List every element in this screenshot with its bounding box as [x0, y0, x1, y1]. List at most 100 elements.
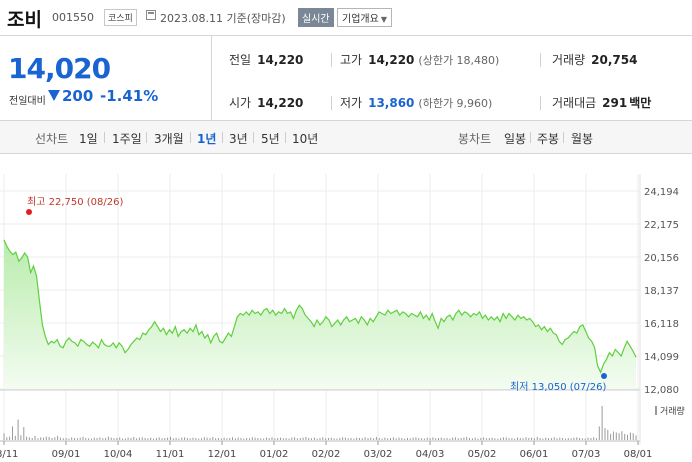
x-tick-label: 05/02 [468, 449, 497, 460]
divider [104, 132, 105, 143]
trade-value-unit: 백만 [629, 96, 652, 110]
quote-panel: 14,020 전일대비 200 -1.41% 전일 14,220 고가 14,220… [0, 36, 692, 121]
change-label: 전일대비 [9, 96, 46, 107]
low-marker [601, 373, 607, 379]
tab-10y[interactable]: 10년 [292, 132, 319, 146]
y-tick-label: 12,080 [644, 385, 679, 396]
market-badge: 코스피 [104, 9, 137, 26]
x-tick-label: 02/02 [312, 449, 341, 460]
divider [190, 132, 191, 143]
tab-3y[interactable]: 3년 [229, 132, 248, 146]
tab-5y[interactable]: 5년 [261, 132, 280, 146]
lower-limit: (하한가 9,960) [418, 97, 493, 110]
volume-label: 거래량 [552, 53, 586, 67]
x-tick-label: 12/01 [208, 449, 237, 460]
divider [331, 53, 332, 67]
y-tick-label: 18,137 [644, 286, 679, 297]
low-annotation: 최저 13,050 (07/26) [510, 381, 607, 393]
divider [563, 132, 564, 143]
current-price: 14,020 [8, 52, 111, 85]
low-value: 13,860 [368, 96, 415, 110]
tab-monthly-candle[interactable]: 월봉 [571, 132, 594, 146]
x-tick-label: 08/01 [624, 449, 653, 460]
tab-3m[interactable]: 3개월 [154, 132, 184, 146]
open-label: 시가 [229, 96, 252, 110]
calendar-icon [146, 10, 156, 20]
high-price: 고가 14,220 (상한가 18,480) [340, 51, 499, 68]
y-tick-label: 22,175 [644, 220, 679, 231]
low-annotation-date: (07/26) [570, 382, 607, 393]
open-price: 시가 14,220 [229, 94, 303, 111]
divider [222, 132, 223, 143]
company-info-label: 기업개요 [342, 14, 379, 25]
realtime-button[interactable]: 실시간 [298, 8, 334, 27]
y-tick-label: 14,099 [644, 352, 679, 363]
prev-close: 전일 14,220 [229, 51, 303, 68]
price-area [4, 239, 636, 389]
volume-bars [3, 406, 637, 440]
x-tick-label: 08/11 [0, 449, 18, 460]
high-annotation-date: (08/26) [87, 197, 124, 208]
x-tick-label: 10/04 [104, 449, 133, 460]
down-triangle-icon [48, 90, 60, 101]
volume: 거래량 20,754 [552, 51, 637, 68]
x-tick-label: 11/01 [156, 449, 185, 460]
chart-tabs: 선차트 1일 1주일 3개월 1년 3년 5년 10년 봉차트 일봉 주봉 월봉 [0, 121, 692, 154]
high-value: 14,220 [368, 53, 415, 67]
y-tick-label: 24,194 [644, 187, 679, 198]
divider [211, 36, 212, 120]
price-change: 200 [48, 87, 93, 105]
chart-grid [0, 174, 640, 444]
volume-legend-swatch [655, 406, 657, 415]
volume-legend: 거래량 [660, 405, 685, 417]
tab-1d[interactable]: 1일 [79, 132, 98, 146]
divider [540, 53, 541, 67]
high-marker [26, 209, 32, 215]
change-value: 200 [62, 87, 94, 105]
low-label: 저가 [340, 96, 363, 110]
base-date: 2023.08.11 기준(장마감) [160, 12, 286, 25]
low-annotation-label: 최저 [510, 381, 528, 393]
stock-header: 조비 001550 코스피 2023.08.11 기준(장마감) 실시간 기업개… [0, 0, 692, 36]
company-info-dropdown[interactable]: 기업개요 ▼ [337, 8, 392, 27]
high-annotation-label: 최고 [27, 196, 45, 208]
x-tick-label: 01/02 [260, 449, 289, 460]
low-price: 저가 13,860 (하한가 9,960) [340, 94, 492, 111]
x-tick-label: 07/03 [572, 449, 601, 460]
high-label: 고가 [340, 53, 363, 67]
candle-chart-label: 봉차트 [458, 132, 492, 146]
prev-close-label: 전일 [229, 53, 252, 67]
low-annotation-value: 13,050 [532, 382, 567, 393]
divider [331, 96, 332, 110]
x-tick-label: 06/01 [520, 449, 549, 460]
y-tick-label: 16,118 [644, 319, 679, 330]
divider [146, 132, 147, 143]
volume-value: 20,754 [591, 53, 638, 67]
price-chart: 24,194 22,175 20,156 18,137 16,118 14,099 12,0… [0, 174, 685, 460]
y-tick-label: 20,156 [644, 253, 679, 264]
trade-value-label: 거래대금 [552, 96, 597, 110]
tab-1y[interactable]: 1년 [197, 132, 217, 146]
tab-daily-candle[interactable]: 일봉 [504, 132, 527, 146]
high-annotation-value: 22,750 [49, 197, 84, 208]
x-axis: 08/11 09/01 10/04 11/01 12/01 01/02 02/02 03/02… [0, 441, 652, 460]
divider [253, 132, 254, 143]
y-axis: 24,194 22,175 20,156 18,137 16,118 14,099 12,0… [644, 187, 679, 396]
tab-weekly-candle[interactable]: 주봉 [537, 132, 560, 146]
x-tick-label: 03/02 [364, 449, 393, 460]
price-line [3, 239, 637, 374]
divider [530, 132, 531, 143]
stock-name: 조비 [7, 9, 42, 31]
x-tick-label: 04/03 [416, 449, 445, 460]
stock-code: 001550 [52, 11, 94, 24]
open-value: 14,220 [257, 96, 304, 110]
change-percent: -1.41% [100, 87, 159, 105]
tab-1w[interactable]: 1주일 [112, 132, 142, 146]
prev-close-value: 14,220 [257, 53, 304, 67]
trade-value-amount: 291 [602, 96, 628, 110]
trade-value: 거래대금 291 백만 [552, 94, 651, 111]
line-chart-label: 선차트 [35, 132, 69, 146]
divider [285, 132, 286, 143]
divider [540, 96, 541, 110]
high-annotation: 최고 22,750 (08/26) [27, 196, 124, 208]
